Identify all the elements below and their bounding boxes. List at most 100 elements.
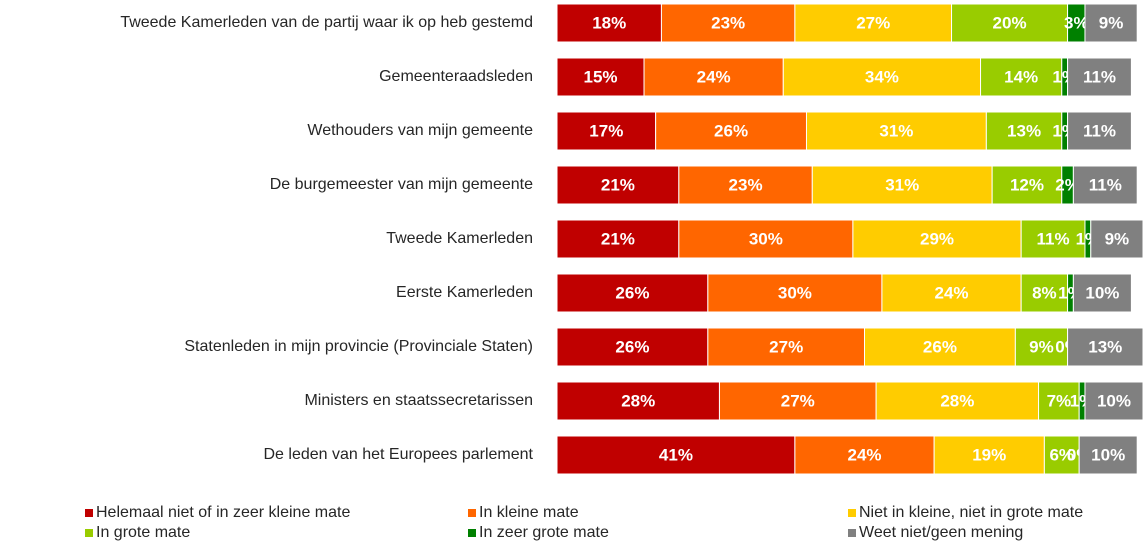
value-label: 27% (856, 13, 890, 32)
value-label: 10% (1097, 391, 1131, 410)
value-label: 13% (1088, 337, 1122, 356)
category-label: De leden van het Europees parlement (263, 446, 533, 463)
category-label: Wethouders van mijn gemeente (307, 122, 533, 139)
bar-segment (556, 273, 709, 313)
bar-segment (643, 57, 784, 97)
bar-segment (933, 435, 1045, 475)
value-label: 17% (589, 121, 623, 140)
value-label: 28% (940, 391, 974, 410)
value-label: 27% (781, 391, 815, 410)
bar-segment (1072, 165, 1138, 205)
value-label: 24% (847, 445, 881, 464)
value-label: 9% (1099, 13, 1124, 32)
legend-label: In zeer grote mate (479, 524, 609, 541)
category-label: Tweede Kamerleden (386, 230, 533, 247)
value-label: 26% (615, 283, 649, 302)
category-label: Eerste Kamerleden (396, 284, 533, 301)
value-label: 11% (1037, 229, 1070, 248)
legend-swatch (848, 509, 856, 517)
bar-segment (556, 111, 657, 151)
bar-segment (707, 273, 883, 313)
bar-segment (985, 111, 1063, 151)
legend-label: In grote mate (96, 524, 190, 541)
value-label: 21% (601, 175, 635, 194)
bar-segment (1043, 435, 1080, 475)
value-label: 29% (920, 229, 954, 248)
value-label: 11% (1089, 175, 1122, 194)
bar-segment (864, 327, 1016, 367)
bar-segment (875, 381, 1040, 421)
value-label: 30% (749, 229, 783, 248)
value-label: 31% (885, 175, 919, 194)
bar-segment (556, 435, 796, 475)
bar-segment (718, 381, 877, 421)
value-label: 30% (778, 283, 812, 302)
legend-swatch (848, 529, 856, 537)
value-label: 27% (769, 337, 803, 356)
legend-swatch (468, 509, 476, 517)
bar-segment (1020, 219, 1086, 259)
bar-segment (1067, 57, 1132, 97)
value-label: 31% (879, 121, 913, 140)
bar-segment (556, 165, 680, 205)
value-label: 8% (1032, 283, 1057, 302)
bar-segment (1014, 327, 1069, 367)
value-label: 18% (592, 13, 626, 32)
value-label: 23% (711, 13, 745, 32)
value-label: 28% (621, 391, 655, 410)
bar-segment (1020, 273, 1069, 313)
bar-segment (556, 57, 645, 97)
bar-segment (556, 3, 662, 43)
value-label: 11% (1083, 121, 1116, 140)
value-label: 13% (1007, 121, 1041, 140)
bar-segment (1090, 219, 1144, 259)
bar-segment (707, 327, 866, 367)
category-label: Tweede Kamerleden van de partij waar ik … (120, 14, 533, 31)
category-label: De burgemeester van mijn gemeente (270, 176, 533, 193)
value-label: 26% (923, 337, 957, 356)
value-label: 9% (1029, 337, 1054, 356)
legend-label: In kleine mate (479, 504, 579, 521)
value-label: 7% (1047, 391, 1072, 410)
value-label: 12% (1010, 175, 1044, 194)
bar-segment (1067, 327, 1144, 367)
value-label: 24% (697, 67, 731, 86)
value-label: 9% (1105, 229, 1130, 248)
bar-segment (678, 219, 854, 259)
value-label: 11% (1083, 67, 1116, 86)
value-label: 3% (1064, 13, 1089, 32)
legend-label: Weet niet/geen mening (859, 524, 1023, 541)
bar-segment (811, 165, 993, 205)
bar-segment (556, 381, 720, 421)
bar-segment (794, 3, 953, 43)
bar-segment (1084, 381, 1144, 421)
category-label: Statenleden in mijn provincie (Provincia… (184, 338, 533, 355)
bar-segment (1072, 273, 1132, 313)
bar-segment (556, 219, 680, 259)
value-label: 6% (1049, 445, 1074, 464)
value-label: 24% (935, 283, 969, 302)
value-label: 19% (972, 445, 1006, 464)
value-label: 26% (714, 121, 748, 140)
bar-segment (1038, 381, 1080, 421)
legend-swatch (468, 529, 476, 537)
bar-segment (556, 327, 709, 367)
value-label: 21% (601, 229, 635, 248)
bar-segment (1078, 435, 1138, 475)
value-label: 10% (1085, 283, 1119, 302)
bar-segment (794, 435, 935, 475)
bar-segment (782, 57, 982, 97)
bar-segment (1067, 111, 1132, 151)
value-label: 14% (1004, 67, 1038, 86)
category-label: Ministers en staatssecretarissen (304, 392, 533, 409)
bar-segment (660, 3, 796, 43)
legend-swatch (85, 529, 93, 537)
value-label: 10% (1091, 445, 1125, 464)
value-label: 20% (993, 13, 1027, 32)
bar-segment (805, 111, 987, 151)
legend-label: Niet in kleine, niet in grote mate (859, 504, 1083, 521)
value-label: 26% (615, 337, 649, 356)
legend-label: Helemaal niet of in zeer kleine mate (96, 504, 350, 521)
bar-segment (655, 111, 807, 151)
